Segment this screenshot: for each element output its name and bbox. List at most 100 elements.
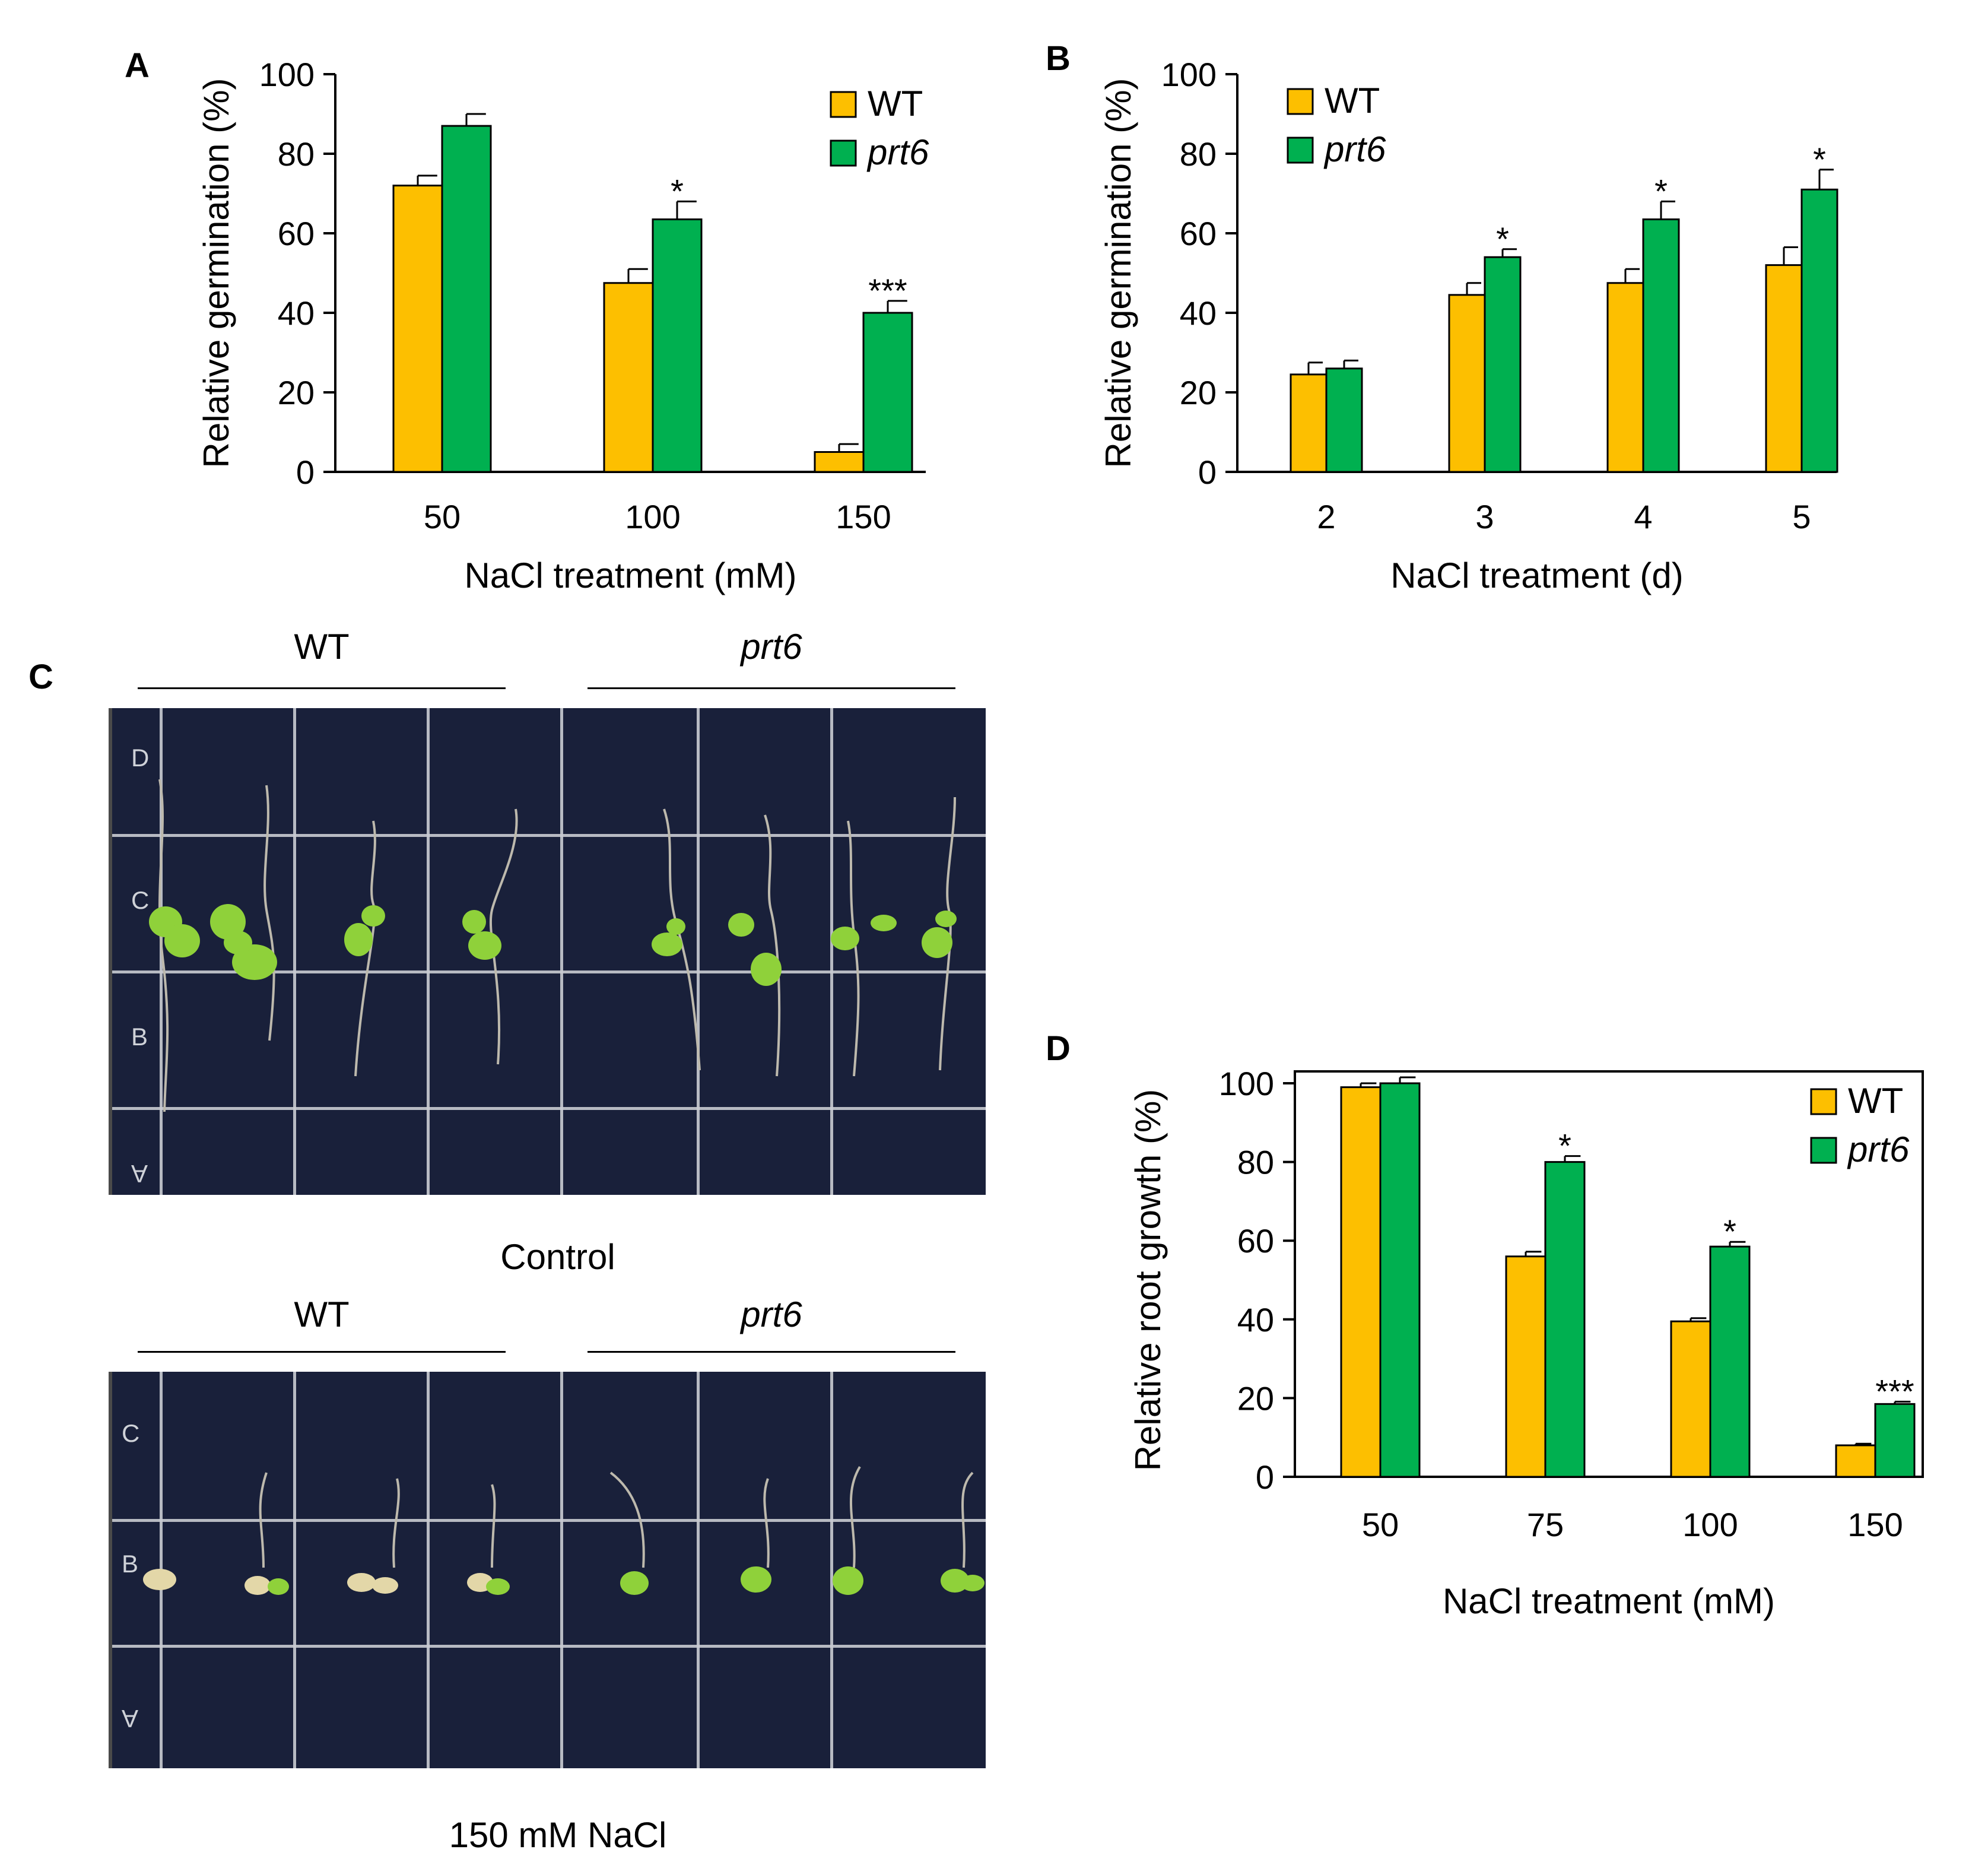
- legend-label-prt6: prt6: [866, 132, 929, 172]
- bar-prt6: [441, 125, 492, 473]
- y-axis-label: Relative germination (%): [1098, 78, 1138, 468]
- chart-d: D 0 20 40 60 80 100 50 75 * 100 * 150 *** NaCl treatme…: [1046, 1029, 1924, 1621]
- plate-letter: D: [131, 744, 150, 772]
- x-tick-label: 150: [836, 498, 891, 535]
- legend-swatch-wt: [1810, 1088, 1837, 1115]
- salt-plate-photo: C B A: [109, 1372, 986, 1768]
- control-seedlings: [149, 779, 957, 1112]
- legend-swatch-prt6: [830, 139, 857, 167]
- y-tick-label: 60: [1237, 1222, 1274, 1260]
- photo-salt-caption: 150 mM NaCl: [449, 1815, 667, 1855]
- y-tick-label: 100: [1161, 56, 1217, 93]
- plate-letter: C: [131, 886, 150, 914]
- legend-swatch-wt: [1287, 88, 1314, 115]
- x-tick-label: 50: [424, 498, 461, 535]
- bar-wt: [1670, 1320, 1711, 1478]
- bar-prt6: [1544, 1161, 1586, 1478]
- x-axis-label: NaCl treatment (mM): [1443, 1581, 1775, 1621]
- y-tick-label: 100: [259, 56, 315, 93]
- bar-prt6: [1800, 188, 1838, 473]
- x-axis-label: NaCl treatment (mM): [464, 556, 796, 595]
- x-tick-label: 5: [1792, 498, 1811, 535]
- legend-label-wt: WT: [1325, 81, 1380, 120]
- y-axis-label: Relative germination (%): [196, 78, 236, 468]
- y-tick-label: 0: [296, 453, 315, 491]
- legend-swatch-wt: [830, 91, 857, 118]
- x-tick-label: 50: [1362, 1506, 1399, 1543]
- bar-prt6: [1325, 367, 1363, 473]
- photo-salt-wt-line: [138, 1351, 506, 1353]
- y-axis-label: Relative root growth (%): [1128, 1089, 1168, 1471]
- bar-wt: [1290, 373, 1328, 473]
- photo-salt-group-prt6: prt6: [741, 1295, 802, 1334]
- photo-control-prt6-line: [587, 687, 955, 689]
- bar-wt: [1835, 1444, 1876, 1478]
- significance-marker: *: [671, 172, 684, 210]
- bar-prt6: [862, 312, 913, 473]
- salt-seedlings: [143, 1466, 985, 1595]
- y-tick-label: 0: [1256, 1458, 1274, 1496]
- photo-salt-prt6-line: [587, 1351, 955, 1353]
- y-tick-label: 20: [1180, 374, 1217, 411]
- y-tick-label: 40: [1180, 294, 1217, 332]
- panel-letter-b: B: [1046, 39, 1071, 78]
- y-tick-label: 60: [1180, 215, 1217, 252]
- x-tick-label: 2: [1317, 498, 1335, 535]
- bar-wt: [1340, 1086, 1382, 1478]
- y-tick-label: 0: [1198, 453, 1217, 491]
- bar-prt6: [1484, 256, 1522, 473]
- significance-marker: ***: [868, 272, 907, 309]
- photo-control-wt-line: [138, 687, 506, 689]
- x-tick-label: 4: [1634, 498, 1652, 535]
- plate-letter: B: [122, 1550, 139, 1578]
- significance-marker: *: [1558, 1127, 1571, 1165]
- photo-control-caption: Control: [500, 1237, 615, 1277]
- y-tick-label: 60: [278, 215, 315, 252]
- y-tick-label: 80: [1237, 1144, 1274, 1181]
- bar-prt6: [1642, 218, 1680, 473]
- y-tick-label: 80: [1180, 135, 1217, 173]
- bar-wt: [392, 185, 443, 473]
- chart-a: A 0 20 40 60 80 100 50 100 * 150 *** NaCl treatment …: [125, 46, 929, 595]
- bar-wt: [1448, 294, 1486, 473]
- bar-wt: [1505, 1255, 1546, 1478]
- photo-salt-group-wt: WT: [294, 1295, 350, 1334]
- legend-label-prt6: prt6: [1323, 129, 1386, 169]
- bar-wt: [1606, 282, 1644, 473]
- x-tick-label: 150: [1847, 1506, 1903, 1543]
- bar-prt6: [1379, 1082, 1421, 1478]
- legend-label-wt: WT: [868, 84, 923, 123]
- bar-prt6: [652, 218, 703, 473]
- plot-frame: [1294, 1070, 1924, 1478]
- y-tick-label: 100: [1219, 1065, 1274, 1102]
- significance-marker: *: [1654, 172, 1668, 210]
- x-axis-label: NaCl treatment (d): [1390, 556, 1683, 595]
- bar-wt: [603, 282, 654, 473]
- photo-control-group-prt6: prt6: [741, 627, 802, 667]
- x-tick-label: 100: [1682, 1506, 1738, 1543]
- plate-letter: B: [131, 1023, 148, 1051]
- x-tick-label: 100: [625, 498, 680, 535]
- panel-letter-d: D: [1046, 1029, 1071, 1068]
- legend-swatch-prt6: [1287, 137, 1314, 164]
- photo-control-group-wt: WT: [294, 627, 350, 667]
- y-tick-label: 40: [1237, 1301, 1274, 1339]
- legend-label-wt: WT: [1848, 1081, 1903, 1121]
- significance-marker: *: [1723, 1213, 1736, 1250]
- y-tick-label: 20: [278, 374, 315, 411]
- panel-letter-c: C: [28, 658, 53, 696]
- y-tick-label: 40: [278, 294, 315, 332]
- bar-wt: [1765, 264, 1803, 473]
- bar-prt6: [1874, 1403, 1916, 1478]
- y-tick-label: 80: [278, 135, 315, 173]
- bar-prt6: [1709, 1245, 1751, 1478]
- panel-letter-a: A: [125, 46, 150, 85]
- chart-b: B 0 20 40 60 80 100 2 3 * 4 * 5 * NaCl treatment (d) Re…: [1046, 39, 1838, 595]
- control-plate-photo: D C B A: [109, 708, 986, 1195]
- y-tick-label: 20: [1237, 1379, 1274, 1417]
- plate-letter: C: [122, 1419, 140, 1447]
- x-tick-label: 3: [1475, 498, 1494, 535]
- significance-marker: ***: [1875, 1372, 1914, 1410]
- legend-label-prt6: prt6: [1847, 1130, 1910, 1169]
- legend-swatch-prt6: [1810, 1137, 1837, 1164]
